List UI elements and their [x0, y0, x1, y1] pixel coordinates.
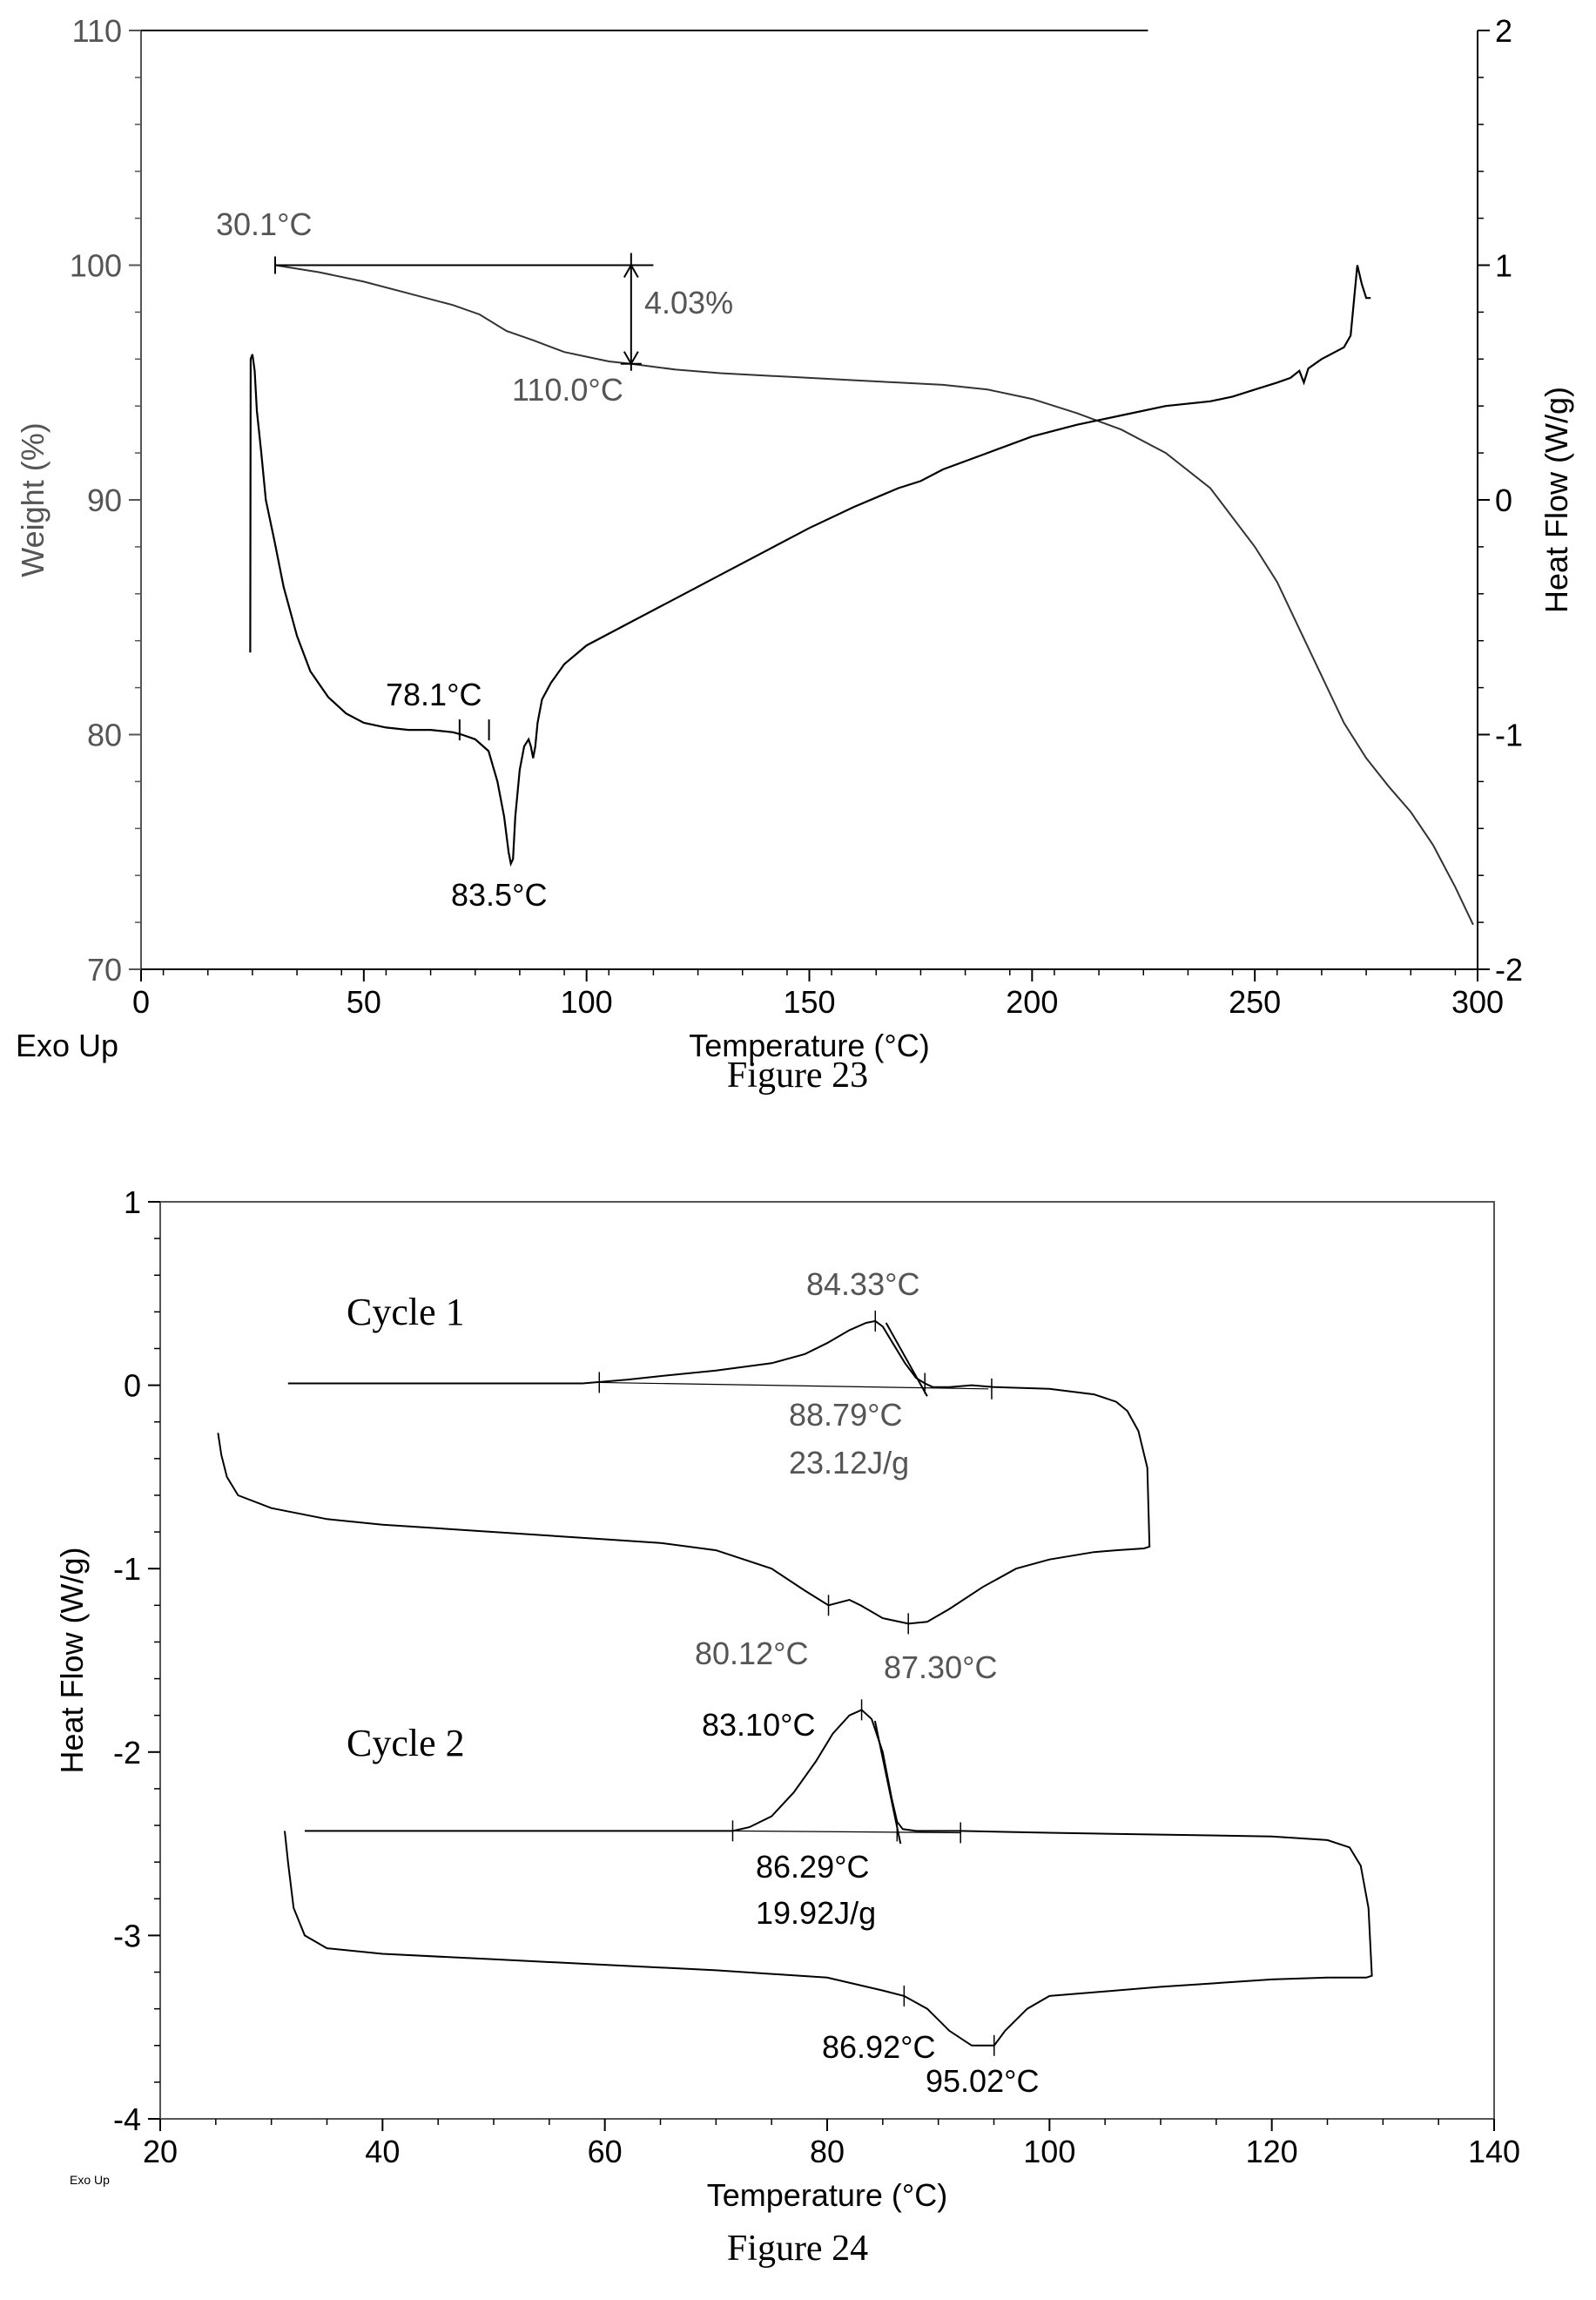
- annotation-label: 4.03%: [644, 285, 733, 320]
- weight-curve: [274, 264, 1474, 926]
- annotation-label: 30.1°C: [216, 206, 312, 242]
- x-axis-title: Temperature (°C): [707, 2177, 947, 2213]
- annotation-label: 84.33°C: [806, 1266, 919, 1302]
- annotation-label: 87.30°C: [884, 1649, 997, 1685]
- cycle-2-curve: [284, 1709, 1373, 2047]
- y-right-tick-label: -1: [1495, 718, 1523, 753]
- figure-caption: Figure 23: [727, 1056, 868, 1096]
- x-tick-label: 80: [810, 2134, 845, 2169]
- y-tick-label: -1: [113, 1551, 141, 1587]
- cycle-1-tangent: [885, 1322, 928, 1397]
- annotation-label: 23.12J/g: [789, 1445, 909, 1480]
- cycle-1-curve: [217, 1319, 1151, 1625]
- y-tick-label: -3: [113, 1918, 141, 1953]
- annotation-label: 19.92J/g: [756, 1895, 876, 1931]
- annotation-label: 110.0°C: [512, 372, 623, 408]
- annotation-label: 88.79°C: [789, 1397, 902, 1433]
- x-tick-label: 50: [347, 984, 381, 1020]
- annotation-label: 95.02°C: [926, 2063, 1039, 2099]
- annotation-label: Cycle 2: [347, 1722, 465, 1764]
- y-left-tick-label: 90: [87, 482, 122, 518]
- x-tick-label: 300: [1451, 984, 1504, 1020]
- x-tick-label: 100: [561, 984, 613, 1020]
- annotation-label: 86.29°C: [756, 1849, 869, 1885]
- x-tick-label: 120: [1246, 2134, 1298, 2169]
- y-tick-label: -4: [113, 2101, 141, 2137]
- weight-step-arrow-up: [623, 263, 639, 278]
- y-left-axis-title: Weight (%): [15, 422, 51, 577]
- annotation-label: Cycle 1: [347, 1291, 465, 1333]
- cycle-2-baseline: [732, 1830, 961, 1834]
- plot-frame: [159, 1201, 1495, 2120]
- exo-up-label: Exo Up: [16, 1028, 118, 1063]
- x-tick-label: 200: [1006, 984, 1058, 1020]
- x-tick-label: 140: [1468, 2134, 1520, 2169]
- annotation-label: 78.1°C: [386, 677, 481, 712]
- x-tick-label: 40: [365, 2134, 400, 2169]
- y-left-tick-label: 100: [70, 248, 122, 284]
- x-tick-label: 60: [588, 2134, 623, 2169]
- cycle-1-baseline: [599, 1381, 989, 1390]
- x-tick-label: 150: [783, 984, 835, 1020]
- annotation-label: 83.5°C: [451, 877, 547, 913]
- annotation-label: 80.12°C: [695, 1636, 808, 1671]
- y-right-tick-label: 0: [1495, 482, 1512, 518]
- x-tick-label: 20: [143, 2134, 178, 2169]
- y-left-tick-label: 80: [87, 718, 122, 753]
- y-axis-title: Heat Flow (W/g): [54, 1547, 90, 1773]
- heat-flow-curve: [249, 265, 1371, 867]
- x-tick-label: 0: [132, 984, 150, 1020]
- figure-caption: Figure 24: [727, 2229, 868, 2269]
- y-right-tick-label: -2: [1495, 952, 1523, 988]
- annotation-label: 86.92°C: [822, 2029, 935, 2065]
- exo-up-label: Exo Up: [70, 2173, 110, 2187]
- figure-24-chart: 20 40 60 80 100 120 140 -4 -3 -2 -1 0 1 Heat Flow (W/…: [54, 1184, 1520, 2269]
- x-axis-title: Temperature (°C): [689, 1028, 929, 1063]
- y-right-tick-label: 2: [1495, 13, 1512, 49]
- y-tick-label: 0: [124, 1368, 141, 1404]
- y-tick-label: -2: [113, 1735, 141, 1771]
- cycle-2-tangent: [873, 1720, 902, 1845]
- y-left-tick-label: 110: [72, 13, 122, 49]
- x-tick-label: 250: [1229, 984, 1281, 1020]
- x-tick-label: 100: [1023, 2134, 1075, 2169]
- figure-23-chart: 0 50 100 150 200 250 300 70 80 90 100 110 -2 -1 0 1 2 Wei…: [15, 13, 1574, 1096]
- y-left-tick-label: 70: [87, 952, 122, 988]
- y-tick-label: 1: [124, 1184, 141, 1220]
- y-right-tick-label: 1: [1495, 248, 1512, 284]
- annotation-label: 83.10°C: [702, 1707, 815, 1743]
- y-right-axis-title: Heat Flow (W/g): [1539, 387, 1574, 613]
